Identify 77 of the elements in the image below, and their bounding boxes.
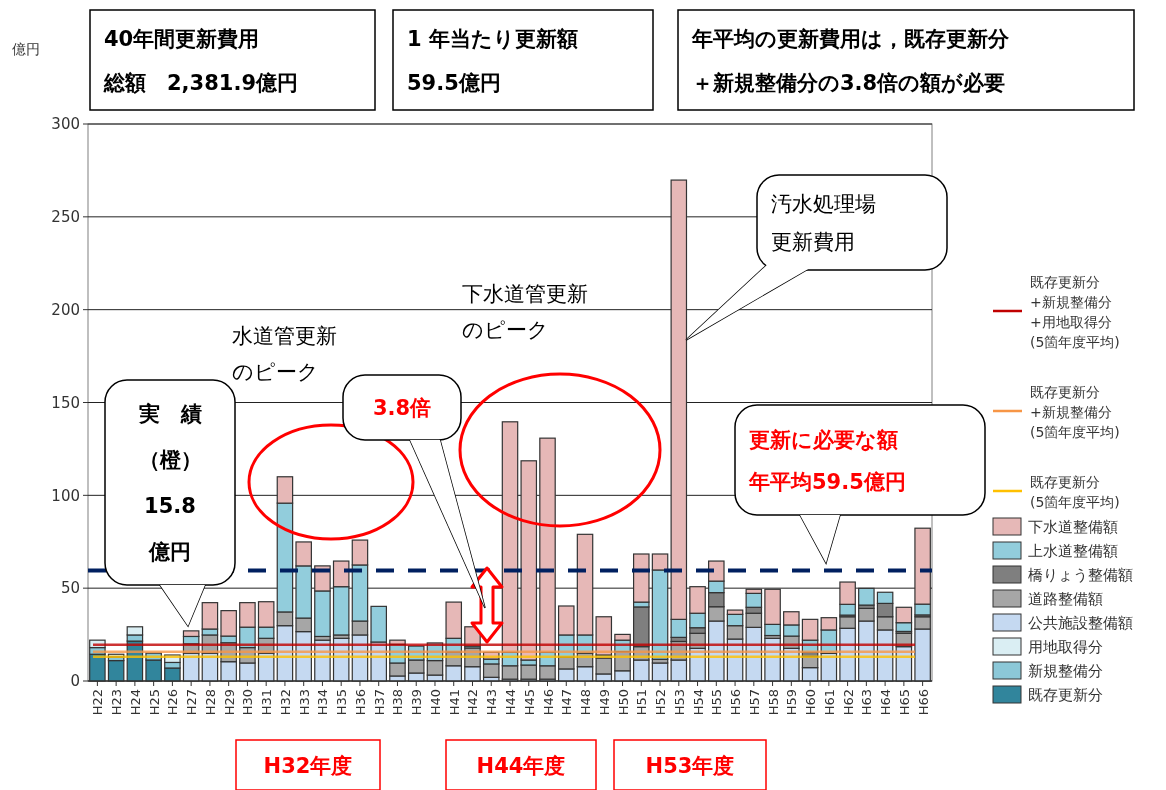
legend-label: 道路整備額 bbox=[1028, 590, 1103, 608]
x-tick-label: H53 bbox=[671, 689, 687, 716]
x-tick-label: H41 bbox=[446, 689, 462, 716]
x-tick-label: H33 bbox=[296, 689, 312, 716]
text: H32年度 bbox=[263, 753, 353, 778]
x-tick-label: H39 bbox=[409, 689, 425, 716]
text: 実 績（橙）15.8 bbox=[138, 402, 202, 519]
text: 1 年当たり更新額59.5億円 bbox=[407, 26, 578, 95]
x-tick-label: H44 bbox=[503, 689, 518, 716]
x-tick-label: H62 bbox=[840, 689, 856, 716]
x-tick-label: H58 bbox=[765, 689, 781, 716]
legend-label: 既存更新分 +新規整備分 (5箇年度平均) bbox=[1030, 384, 1120, 440]
x-tick-label: H56 bbox=[728, 689, 744, 716]
text: H53年度 bbox=[645, 753, 735, 778]
x-tick-label: H23 bbox=[109, 689, 125, 716]
x-tick-label: H50 bbox=[615, 689, 631, 716]
text: 40年間更新費用総額 2,381.9億円 bbox=[103, 26, 299, 95]
legend-label: 新規整備分 bbox=[1028, 662, 1103, 680]
annotation: 下水道管更新のピーク bbox=[462, 282, 588, 342]
legend-label: 上水道整備額 bbox=[1028, 542, 1118, 560]
legend-label: 既存更新分 +新規整備分 +用地取得分 (5箇年度平均) bbox=[1030, 274, 1120, 350]
x-tick-label: H24 bbox=[127, 689, 143, 716]
legend-label: 公共施設整備額 bbox=[1028, 614, 1133, 632]
x-tick-label: H60 bbox=[803, 689, 819, 716]
text: 億円 bbox=[12, 41, 40, 57]
y-axis-title: 億円 bbox=[148, 540, 191, 565]
x-tick-label: H37 bbox=[371, 689, 387, 716]
y-tick-label: 100 bbox=[51, 486, 80, 505]
annotation: 汚水処理場更新費用 bbox=[771, 192, 876, 255]
x-tick-label: H25 bbox=[146, 689, 162, 716]
x-tick-label: H38 bbox=[390, 689, 406, 716]
legend-label: 下水道整備額 bbox=[1028, 518, 1118, 536]
x-tick-label: H65 bbox=[896, 689, 912, 716]
x-tick-label: H26 bbox=[165, 689, 181, 716]
x-tick-label: H29 bbox=[221, 689, 237, 716]
x-tick-label: H51 bbox=[634, 689, 650, 716]
x-tick-label: H43 bbox=[484, 689, 500, 716]
x-tick-label: H30 bbox=[240, 689, 256, 716]
y-tick-label: 200 bbox=[51, 300, 80, 319]
x-tick-label: H35 bbox=[334, 689, 350, 716]
y-tick-label: 300 bbox=[51, 115, 80, 134]
text: 年平均の更新費用は，既存更新分＋新規整備分の3.8倍の額が必要 bbox=[691, 26, 1010, 95]
x-tick-label: H57 bbox=[746, 689, 762, 716]
legend-label: 橋りょう整備額 bbox=[1028, 566, 1133, 584]
x-tick-label: H54 bbox=[690, 689, 706, 716]
y-tick-label: 50 bbox=[60, 579, 80, 598]
legend-label: 既存更新分 bbox=[1028, 686, 1103, 704]
annotation: 水道管更新のピーク bbox=[232, 324, 337, 384]
x-tick-label: H42 bbox=[465, 689, 481, 716]
x-tick-label: H63 bbox=[859, 689, 875, 716]
x-tick-label: H45 bbox=[521, 689, 537, 716]
y-tick-label: 250 bbox=[51, 208, 80, 227]
x-tick-label: H31 bbox=[259, 689, 275, 716]
x-tick-label: H32 bbox=[277, 689, 293, 716]
x-tick-label: H49 bbox=[596, 689, 612, 716]
x-tick-label: H48 bbox=[578, 689, 594, 716]
x-tick-label: H34 bbox=[315, 689, 331, 716]
x-tick-label: H66 bbox=[915, 689, 931, 716]
x-tick-label: H64 bbox=[878, 689, 894, 716]
x-tick-label: H61 bbox=[821, 689, 837, 716]
x-tick-label: H22 bbox=[90, 689, 106, 716]
y-tick-label: 150 bbox=[51, 393, 80, 412]
x-tick-label: H59 bbox=[784, 689, 800, 716]
x-tick-label: H55 bbox=[709, 689, 725, 716]
y-tick-label: 0 bbox=[70, 672, 80, 691]
x-tick-label: H36 bbox=[352, 689, 368, 716]
legend-label: 既存更新分 (5箇年度平均) bbox=[1030, 474, 1120, 510]
x-tick-label: H46 bbox=[540, 689, 556, 716]
annotation: 3.8倍 bbox=[372, 396, 432, 421]
x-tick-label: H40 bbox=[427, 689, 443, 716]
legend-label: 用地取得分 bbox=[1028, 638, 1103, 656]
annotation: 更新に必要な額年平均59.5億円 bbox=[748, 427, 906, 494]
x-tick-label: H28 bbox=[202, 689, 218, 716]
text: H44年度 bbox=[476, 753, 566, 778]
x-tick-label: H47 bbox=[559, 689, 575, 716]
x-tick-label: H52 bbox=[653, 689, 669, 716]
x-tick-label: H27 bbox=[184, 689, 200, 716]
